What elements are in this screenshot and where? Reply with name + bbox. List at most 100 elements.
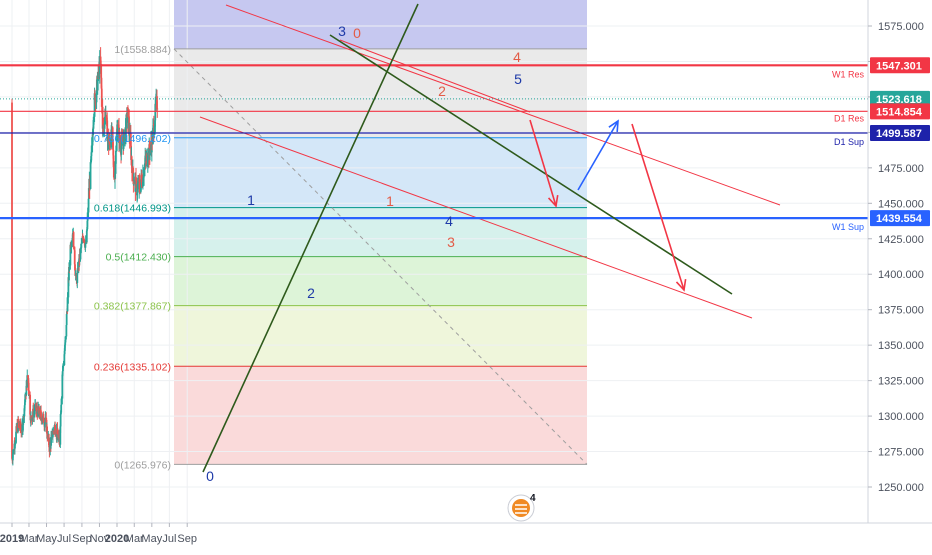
candle-body — [68, 267, 70, 281]
news-badge-inner — [512, 499, 530, 517]
fib-level-label: 0.618(1446.993) — [94, 203, 171, 215]
fibonacci-lines — [173, 48, 588, 465]
candle-body — [46, 433, 49, 438]
price-tick-label: 1325.000 — [878, 376, 924, 388]
price-tick-label: 1400.000 — [878, 269, 924, 281]
candle-body — [106, 120, 109, 142]
wave-label-red: 4 — [513, 49, 521, 65]
time-tick-label: Mar — [125, 533, 144, 545]
candle-body — [58, 434, 61, 439]
candle-body — [40, 416, 43, 422]
candle-body — [132, 167, 135, 177]
candlesticks — [11, 47, 159, 466]
fib-band — [174, 366, 587, 465]
time-tick-label: May — [36, 533, 57, 545]
level-name-label: D1 Res — [834, 113, 865, 123]
candle-body — [152, 127, 154, 144]
candle-body — [67, 277, 70, 298]
fib-trendline — [173, 48, 588, 465]
candle-body — [24, 402, 26, 406]
wave-label-red: 2 — [438, 83, 446, 99]
candle-body — [127, 107, 129, 110]
wave-label-blue: 3 — [338, 23, 346, 39]
candle-body — [65, 325, 68, 337]
level-name-label: W1 Res — [832, 69, 865, 79]
candle-body — [42, 414, 45, 423]
projection-arrows — [529, 119, 687, 292]
candle-body — [154, 103, 157, 121]
candle-body — [101, 106, 104, 129]
candle-body — [129, 132, 132, 146]
price-tag — [870, 90, 930, 107]
candle-body — [56, 428, 59, 435]
time-tick-label: May — [141, 533, 162, 545]
candle-body — [14, 442, 17, 446]
candle-body — [29, 394, 32, 415]
candle-body — [61, 374, 64, 399]
candle-body — [76, 273, 79, 283]
channel-line — [339, 39, 531, 113]
fib-level-label: 0(1265.976) — [114, 459, 171, 471]
candle-body — [143, 169, 145, 177]
candle-body — [93, 93, 96, 117]
price-tick-label: 1350.000 — [878, 340, 924, 352]
wave-label-red: 3 — [447, 234, 455, 250]
candle-body — [40, 411, 42, 417]
candle-body — [49, 440, 52, 452]
arrow-down-short-head — [547, 195, 559, 208]
candle-body — [121, 137, 123, 139]
candle-body — [95, 90, 98, 103]
candle-body — [114, 163, 117, 174]
downtrend-line — [329, 34, 733, 295]
candle-body — [63, 350, 66, 355]
channel-line — [225, 4, 781, 206]
fibonacci-labels: 1(1558.884) 0.786(1496.202) 0.618(1446.993… — [94, 44, 171, 471]
candle-body — [23, 408, 26, 417]
price-tag-label: 1439.554 — [876, 213, 923, 225]
wave-label-red: 0 — [353, 25, 361, 41]
candle-body — [30, 415, 33, 420]
candle-body — [135, 177, 137, 181]
candle-body — [120, 137, 123, 146]
candle-body — [73, 250, 76, 265]
candle-body — [85, 230, 88, 243]
candle-body — [69, 244, 72, 266]
price-tag-label: 1523.618 — [876, 94, 922, 106]
arrow-down-short — [529, 119, 557, 207]
price-tick-label: 1475.000 — [878, 163, 924, 175]
level-name-labels: W1 Res D1 Res D1 Sup W1 Sup — [832, 69, 865, 232]
candle-body — [60, 405, 63, 413]
candle-body — [27, 375, 30, 379]
time-tick-label: Nov — [90, 533, 110, 545]
candle-body — [28, 390, 30, 397]
fib-band — [174, 305, 587, 367]
fibonacci-bands — [174, 0, 587, 465]
candle-body — [38, 407, 41, 415]
candle-body — [63, 354, 66, 366]
candle-body — [149, 149, 151, 156]
time-tick-label: Jul — [57, 533, 71, 545]
fib-band — [174, 48, 587, 138]
candle-body — [22, 416, 25, 426]
candle-body — [71, 237, 74, 243]
time-tick-label: Sep — [72, 533, 92, 545]
candle-body — [20, 431, 23, 433]
candle-body — [83, 239, 86, 243]
news-badge-count: 4 — [530, 493, 536, 504]
candle-body — [27, 382, 30, 391]
candle-body — [136, 186, 139, 193]
arrow-down-long-head — [675, 279, 687, 292]
candle-body — [51, 434, 54, 438]
candle-body — [17, 419, 20, 423]
wave-labels: 0 1 2 3 4 5 0 1 3 4 2 — [206, 23, 522, 484]
price-tag — [870, 103, 930, 120]
candle-body — [11, 102, 13, 459]
fib-level-label: 1(1558.884) — [114, 44, 171, 56]
fib-band — [174, 256, 587, 306]
candle-body — [50, 434, 53, 438]
candle-body — [96, 79, 99, 91]
wave-label-blue: 5 — [514, 71, 522, 87]
price-tick-label: 1300.000 — [878, 411, 924, 423]
